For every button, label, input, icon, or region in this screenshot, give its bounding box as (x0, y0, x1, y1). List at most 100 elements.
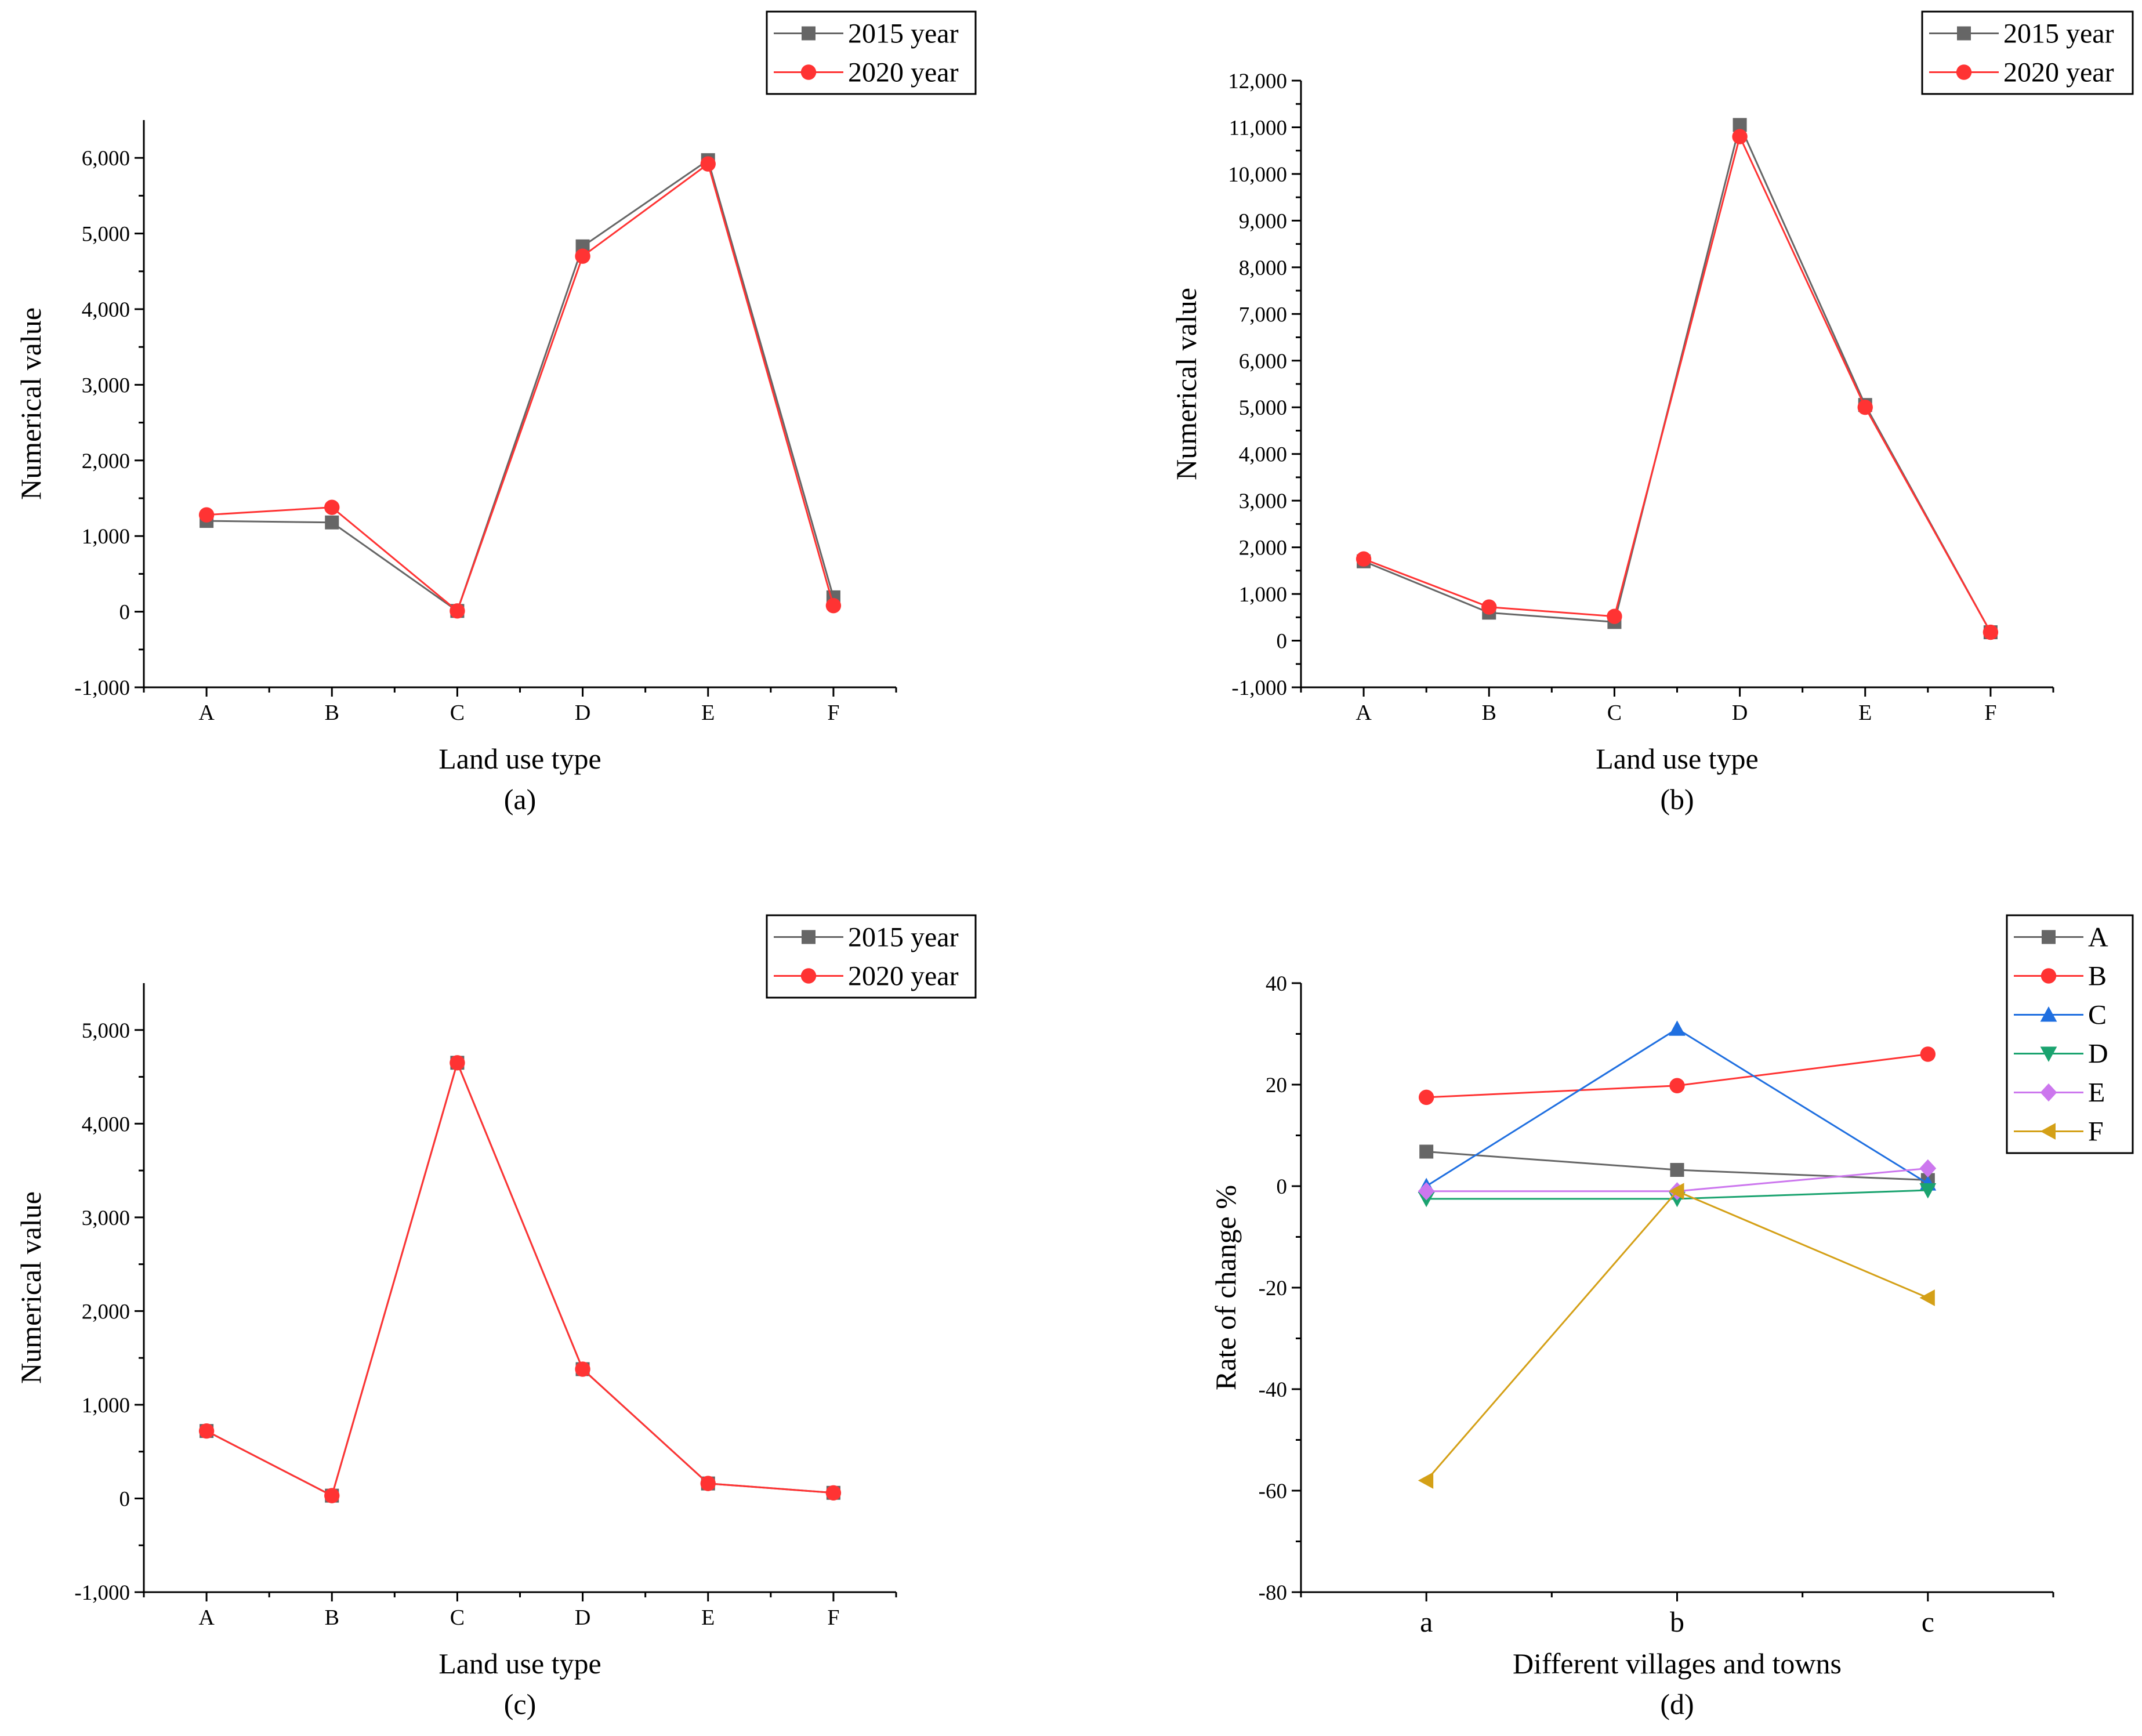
x-tick-label: B (325, 1605, 339, 1630)
chart-panel-a: -1,000 0 1,000 2,000 3,000 4,000 5,000 6,000 A B C… (15, 10, 977, 816)
x-tick-label: D (1732, 701, 1748, 725)
series-2020-year (198, 156, 842, 619)
y-tick-label: 1,000 (1239, 583, 1287, 607)
series-2015-year (200, 1056, 840, 1503)
legend-label: E (2088, 1078, 2105, 1108)
legend: 2015 year 2020 year (1921, 10, 2134, 95)
legend-marker (2042, 930, 2056, 944)
x-axis-title: Land use type (1596, 742, 1758, 775)
chart-panel-d: -80 -60 -40 -20 0 20 40 a b c Different villages a… (1209, 914, 2134, 1720)
data-point (1669, 1183, 1684, 1200)
x-axis-title: Land use type (438, 742, 601, 775)
y-tick-label: 7,000 (1239, 303, 1287, 327)
y-tick-label: 4,000 (1239, 443, 1287, 467)
x-tick-label: B (1482, 701, 1496, 725)
y-tick-label: 12,000 (1228, 70, 1287, 93)
x-tick-label: A (1355, 701, 1372, 725)
x-tick-label: E (701, 701, 715, 725)
y-tick-label: 9,000 (1239, 209, 1287, 233)
data-point (1418, 1472, 1434, 1489)
x-axis-title: Different villages and towns (1513, 1647, 1842, 1680)
y-tick-label: -1,000 (74, 676, 130, 700)
data-point (1982, 624, 1999, 640)
legend-label: 2020 year (2003, 57, 2114, 88)
legend-label: C (2088, 1000, 2107, 1031)
legend: 2015 year 2020 year (766, 914, 977, 999)
y-tick-label: 40 (1266, 972, 1287, 996)
y-tick-label: 11,000 (1229, 116, 1287, 140)
x-tick-label: A (198, 1605, 215, 1630)
x-tick-label: b (1670, 1605, 1684, 1638)
data-point (575, 1361, 590, 1377)
y-tick-label: 3,000 (82, 1206, 130, 1230)
data-point (324, 1488, 340, 1503)
x-tick-label: C (1607, 701, 1622, 725)
series-2015-year (200, 153, 840, 618)
data-point (1607, 608, 1622, 624)
series-line (206, 162, 835, 613)
y-tick-label: -1,000 (1231, 676, 1287, 700)
legend-marker (2040, 1083, 2057, 1102)
legend-label: B (2088, 961, 2107, 992)
series-line (1426, 1027, 1929, 1187)
chart-panel-c: -1,000 0 1,000 2,000 3,000 4,000 5,000 A B C D E F La… (15, 914, 977, 1720)
legend-label: 2015 year (848, 19, 959, 49)
data-point (450, 1055, 465, 1071)
legend-label: 2015 year (2003, 19, 2114, 49)
data-point (1418, 1089, 1434, 1106)
legend-marker (800, 968, 817, 984)
data-point (325, 515, 339, 530)
legend-marker (2040, 1123, 2056, 1140)
legend-marker (2040, 968, 2057, 984)
data-point (1355, 551, 1372, 567)
legend-label: A (2088, 922, 2108, 953)
y-tick-label: 0 (119, 601, 131, 625)
series-line (206, 1060, 834, 1497)
data-point (1857, 400, 1873, 415)
legend-box (766, 10, 977, 95)
data-point (825, 1485, 842, 1501)
series-line (1363, 134, 1992, 633)
data-point (324, 499, 340, 515)
y-tick-label: -20 (1259, 1277, 1287, 1300)
y-tick-label: 6,000 (82, 147, 130, 171)
panel-label: (c) (504, 1688, 537, 1720)
data-point (1669, 1078, 1685, 1093)
x-tick-label: a (1420, 1605, 1433, 1638)
chart-panel-b: -1,000 0 1,000 2,000 3,000 4,000 5,000 6,000 7,0… (1170, 10, 2134, 816)
y-tick-label: -60 (1259, 1480, 1287, 1503)
panel-label: (a) (504, 783, 537, 816)
y-axis-title: Rate of change % (1209, 1185, 1242, 1390)
x-tick-label: c (1922, 1605, 1934, 1638)
x-tick-label: D (575, 1605, 590, 1630)
legend-marker (800, 64, 817, 80)
y-axis-title: Numerical value (1170, 288, 1202, 480)
data-point (1919, 1159, 1937, 1177)
legend-label: 2015 year (848, 922, 959, 953)
y-tick-label: 5,000 (1239, 396, 1287, 420)
data-point (1419, 1144, 1434, 1159)
y-axis-title: Numerical value (15, 1191, 47, 1384)
series-line (206, 158, 835, 613)
data-point (700, 156, 716, 172)
x-tick-label: F (1984, 701, 1996, 725)
y-tick-label: 1,000 (82, 525, 130, 549)
series-b (1418, 1046, 1936, 1106)
data-point (1418, 1182, 1435, 1201)
legend-label: 2020 year (848, 57, 959, 88)
y-tick-label: 5,000 (82, 223, 130, 247)
panel-label: (d) (1660, 1688, 1694, 1720)
x-axis-title: Land use type (438, 1647, 601, 1680)
legend-box (1921, 10, 2134, 95)
data-point (198, 1423, 215, 1439)
series-a (1419, 1144, 1935, 1187)
data-point (1481, 599, 1497, 615)
series-line (1426, 1190, 1929, 1481)
data-point (1919, 1289, 1935, 1306)
y-tick-label: 3,000 (1239, 490, 1287, 513)
x-tick-label: F (827, 701, 839, 725)
legend-marker (1956, 64, 1972, 80)
x-tick-label: C (450, 1605, 465, 1630)
